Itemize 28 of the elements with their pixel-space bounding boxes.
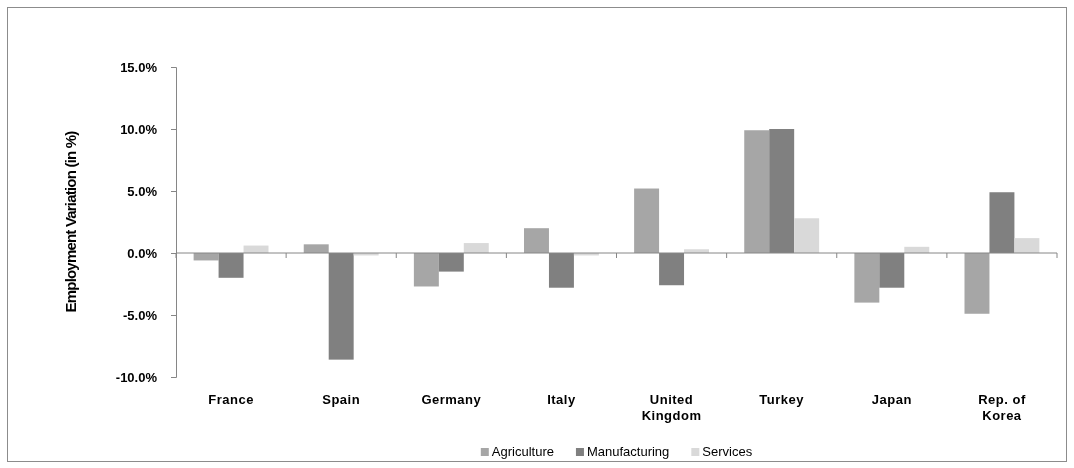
bar [463, 243, 489, 253]
y-tick-label: 15.0% [120, 59, 158, 75]
bar [794, 218, 820, 253]
x-tick-label: Germany [421, 392, 482, 407]
x-tick-label: Turkey [759, 392, 805, 407]
bar [413, 253, 439, 287]
bar [303, 244, 329, 253]
bar [854, 253, 880, 303]
x-tick-label: Spain [322, 392, 361, 407]
bar [1014, 238, 1040, 253]
legend-label: Agriculture [491, 444, 554, 459]
y-tick-label: 5.0% [127, 183, 158, 199]
x-tick-label: United Kingdom [641, 392, 702, 423]
x-tick-label: Italy [547, 392, 576, 407]
bar [634, 188, 660, 253]
bar [524, 228, 549, 253]
y-tick-label: 10.0% [120, 121, 158, 137]
x-tick-label: Rep. of Korea [978, 392, 1026, 423]
x-tick-label: France [208, 392, 254, 407]
y-tick-label: -5.0% [123, 307, 158, 323]
legend-label: Services [702, 444, 753, 459]
bar [744, 130, 770, 253]
x-tick-label: Japan [871, 392, 912, 407]
y-axis-title: Employment Variation (in %) [62, 130, 79, 313]
y-tick-label: 0.0% [127, 245, 158, 261]
bar [964, 253, 990, 314]
legend-label: Manufacturing [586, 444, 670, 459]
y-tick-label: -10.0% [115, 369, 158, 385]
